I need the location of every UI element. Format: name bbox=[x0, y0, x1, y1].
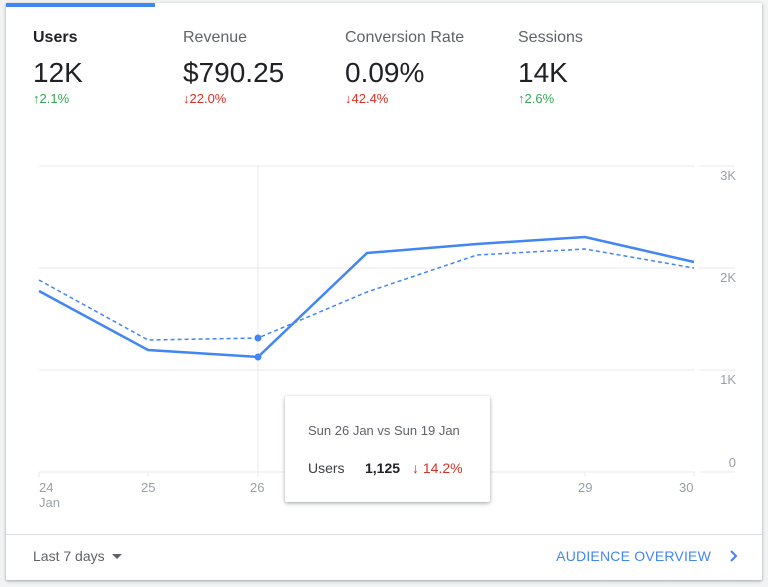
metric-tab-users[interactable]: Users 12K ↑2.1% bbox=[33, 29, 83, 106]
metric-tab-sessions[interactable]: Sessions 14K ↑2.6% bbox=[518, 29, 583, 106]
metric-label: Conversion Rate bbox=[345, 29, 465, 46]
caret-down-icon bbox=[111, 553, 122, 559]
arrow-up-icon: ↑ bbox=[518, 91, 525, 106]
metric-label: Sessions bbox=[518, 29, 583, 46]
arrow-down-icon: ↓ bbox=[412, 460, 419, 476]
chevron-right-icon bbox=[730, 550, 738, 562]
x-tick-label: 30 bbox=[679, 480, 694, 495]
audience-overview-label: AUDIENCE OVERVIEW bbox=[556, 548, 711, 564]
y-tick-label: 0 bbox=[728, 455, 736, 470]
analytics-card: Users 12K ↑2.1% Revenue $790.25 ↓22.0% C… bbox=[6, 3, 762, 580]
x-tick-label: 25 bbox=[141, 480, 156, 495]
y-tick-label: 1K bbox=[720, 372, 736, 387]
metric-tab-revenue[interactable]: Revenue $790.25 ↓22.0% bbox=[183, 29, 284, 106]
arrow-down-icon: ↓ bbox=[183, 91, 190, 106]
previous-period-point bbox=[254, 334, 262, 342]
date-range-dropdown[interactable]: Last 7 days bbox=[33, 548, 122, 564]
current-period-line bbox=[38, 235, 695, 359]
metric-value: 12K bbox=[33, 57, 83, 88]
arrow-down-icon: ↓ bbox=[345, 91, 352, 106]
previous-period-line bbox=[38, 248, 695, 341]
metric-value: 14K bbox=[518, 57, 568, 88]
metric-delta: ↓22.0% bbox=[183, 91, 227, 106]
metric-tab-conversion-rate[interactable]: Conversion Rate 0.09% ↓42.4% bbox=[345, 29, 464, 106]
audience-overview-link[interactable]: AUDIENCE OVERVIEW bbox=[556, 548, 738, 564]
metric-value: $790.25 bbox=[183, 57, 285, 88]
x-tick-label: 26 bbox=[250, 480, 265, 495]
tooltip-value: 1,125 bbox=[365, 460, 401, 476]
metric-delta: ↑2.1% bbox=[33, 91, 70, 106]
x-tick-label: 29 bbox=[578, 480, 593, 495]
x-tick-label: 24 Jan bbox=[39, 480, 60, 510]
tooltip-metric: Users bbox=[308, 460, 345, 476]
metric-delta: ↑2.6% bbox=[518, 91, 555, 106]
y-tick-label: 3K bbox=[720, 168, 736, 183]
metric-delta: ↓42.4% bbox=[345, 91, 389, 106]
chart-tooltip: Sun 26 Jan vs Sun 19 Jan Users 1,125 ↓ 1… bbox=[285, 396, 490, 502]
active-tab-indicator bbox=[6, 3, 155, 7]
footer-divider bbox=[6, 534, 762, 535]
date-range-label: Last 7 days bbox=[33, 548, 105, 564]
current-period-point bbox=[254, 353, 262, 361]
metric-label: Revenue bbox=[183, 29, 248, 46]
y-tick-label: 2K bbox=[720, 270, 736, 285]
tooltip-title: Sun 26 Jan vs Sun 19 Jan bbox=[308, 423, 460, 438]
metric-label: Users bbox=[33, 29, 78, 46]
arrow-up-icon: ↑ bbox=[33, 91, 40, 106]
metric-value: 0.09% bbox=[345, 57, 425, 88]
tooltip-delta: ↓ 14.2% bbox=[412, 460, 463, 476]
